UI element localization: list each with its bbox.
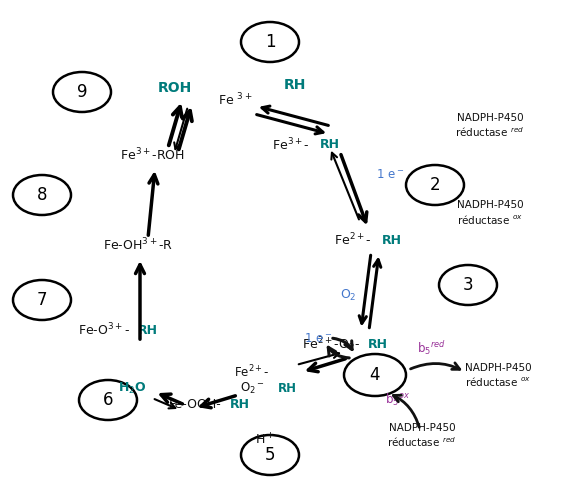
Text: 5: 5 bbox=[265, 446, 275, 464]
Text: RH: RH bbox=[368, 338, 388, 351]
Text: 8: 8 bbox=[37, 186, 47, 204]
Text: 9: 9 bbox=[77, 83, 87, 101]
Text: ROH: ROH bbox=[158, 81, 192, 95]
Text: NADPH-P450: NADPH-P450 bbox=[389, 423, 455, 433]
Text: réductase $^{red}$: réductase $^{red}$ bbox=[387, 435, 456, 449]
Text: NADPH-P450: NADPH-P450 bbox=[456, 200, 523, 210]
Text: Fe $^{3+}$: Fe $^{3+}$ bbox=[218, 92, 252, 108]
Text: RH: RH bbox=[138, 324, 158, 337]
Text: 1 e$^-$: 1 e$^-$ bbox=[376, 168, 404, 182]
Text: 1 e$^-$: 1 e$^-$ bbox=[304, 332, 332, 344]
Text: H$_2$O: H$_2$O bbox=[118, 380, 146, 396]
Text: Fe$^{3+}$-ROH: Fe$^{3+}$-ROH bbox=[119, 147, 185, 163]
Text: RH: RH bbox=[284, 78, 306, 92]
Text: Fe$^{2+}$-: Fe$^{2+}$- bbox=[335, 232, 372, 248]
Text: RH: RH bbox=[320, 139, 340, 152]
Text: Fe$^{2+}$-: Fe$^{2+}$- bbox=[234, 364, 270, 380]
Text: réductase $^{ox}$: réductase $^{ox}$ bbox=[465, 375, 531, 389]
Text: NADPH-P450: NADPH-P450 bbox=[456, 113, 523, 123]
Text: réductase $^{red}$: réductase $^{red}$ bbox=[455, 125, 524, 139]
Text: 4: 4 bbox=[370, 366, 380, 384]
Text: 1: 1 bbox=[265, 33, 275, 51]
Text: H$^+$: H$^+$ bbox=[255, 432, 275, 448]
Text: RH: RH bbox=[382, 234, 402, 246]
Text: O$_2$: O$_2$ bbox=[340, 287, 356, 303]
Text: b$_5$$^{ox}$: b$_5$$^{ox}$ bbox=[385, 392, 411, 408]
Text: 3: 3 bbox=[463, 276, 473, 294]
Text: Fe$^{2+}$-O$_2$-: Fe$^{2+}$-O$_2$- bbox=[302, 336, 360, 354]
Text: b$_5$$^{red}$: b$_5$$^{red}$ bbox=[418, 339, 447, 357]
Text: Fe-O$^{3+}$-: Fe-O$^{3+}$- bbox=[78, 322, 130, 338]
Text: 7: 7 bbox=[37, 291, 47, 309]
Text: Fe$^{3+}$-: Fe$^{3+}$- bbox=[272, 137, 310, 154]
Text: 2: 2 bbox=[430, 176, 440, 194]
Text: O$_2$$^-$: O$_2$$^-$ bbox=[239, 380, 264, 396]
Text: réductase $^{ox}$: réductase $^{ox}$ bbox=[457, 213, 523, 225]
Text: RH: RH bbox=[230, 399, 250, 411]
Text: Fe-OOH-: Fe-OOH- bbox=[169, 399, 222, 411]
Text: Fe-OH$^{3+}$-R: Fe-OH$^{3+}$-R bbox=[103, 237, 173, 253]
Text: 6: 6 bbox=[103, 391, 113, 409]
Text: RH: RH bbox=[278, 381, 297, 395]
Text: NADPH-P450: NADPH-P450 bbox=[464, 363, 531, 373]
